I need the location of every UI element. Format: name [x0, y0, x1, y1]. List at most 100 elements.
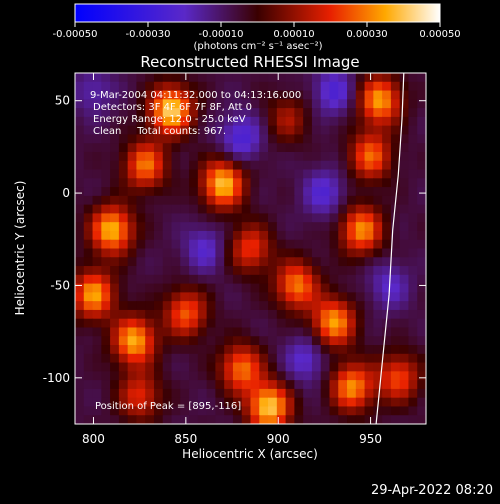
heatmap-cell [268, 274, 278, 285]
heatmap-cell [329, 283, 339, 293]
heatmap-cell [127, 116, 138, 127]
heatmap-cell [171, 125, 181, 136]
heatmap-cell [197, 230, 208, 241]
heatmap-cell [373, 116, 383, 127]
heatmap-cell [373, 327, 383, 337]
heatmap-cell [241, 406, 252, 416]
heatmap-cell [294, 204, 304, 215]
heatmap-cell [153, 257, 164, 267]
heatmap-cell [83, 257, 94, 267]
heatmap-cell [320, 169, 331, 179]
heatmap-cell [276, 125, 287, 136]
heatmap-cell [303, 222, 313, 232]
heatmap-cell [276, 415, 287, 424]
heatmap-cell [259, 187, 269, 197]
heatmap-cell [101, 230, 111, 241]
heatmap-cell [127, 336, 138, 346]
heatmap-cell [347, 99, 357, 109]
heatmap-cell [197, 160, 208, 171]
heatmap-cell [92, 134, 102, 144]
heatmap-cell [180, 266, 190, 276]
heatmap-cell [417, 134, 426, 144]
heatmap-cell [136, 301, 146, 311]
heatmap-cell [399, 397, 410, 408]
heatmap-cell [417, 283, 426, 293]
heatmap-cell [320, 213, 331, 223]
heatmap-cell [276, 178, 287, 188]
heatmap-cell [355, 318, 366, 329]
heatmap-cell [75, 125, 85, 136]
heatmap-cell [390, 108, 401, 118]
heatmap-cell [118, 169, 129, 179]
heatmap-cell [206, 301, 217, 311]
heatmap-cell [83, 73, 94, 83]
heatmap-cell [250, 222, 260, 232]
heatmap-cell [75, 309, 85, 320]
heatmap-cell [355, 108, 366, 118]
heatmap-cell [338, 362, 348, 372]
heatmap-cell [189, 222, 199, 232]
heatmap-cell [303, 204, 313, 215]
heatmap-cell [162, 125, 173, 136]
heatmap-cell [338, 388, 348, 399]
heatmap-cell [329, 90, 339, 100]
heatmap-cell [241, 388, 252, 399]
heatmap-cell [303, 415, 313, 424]
heatmap-cell [197, 388, 208, 399]
heatmap-cell [338, 230, 348, 241]
heatmap-cell [259, 292, 269, 302]
heatmap-cell [206, 309, 217, 320]
heatmap-cell [92, 406, 102, 416]
heatmap-cell [259, 204, 269, 215]
heatmap-cell [215, 248, 225, 258]
heatmap-cell [338, 187, 348, 197]
heatmap-cell [145, 266, 155, 276]
heatmap-cell [206, 230, 217, 241]
heatmap-cell [259, 362, 269, 372]
heatmap-cell [118, 81, 129, 92]
heatmap-cell [294, 222, 304, 232]
heatmap-cell [206, 371, 217, 381]
heatmap-cell [250, 415, 260, 424]
heatmap-cell [390, 301, 401, 311]
heatmap-cell [232, 134, 243, 144]
heatmap-cell [285, 292, 295, 302]
heatmap-cell [294, 187, 304, 197]
heatmap-cell [92, 274, 102, 285]
heatmap-cell [206, 283, 217, 293]
heatmap-cell [224, 151, 234, 162]
heatmap-cell [329, 151, 339, 162]
heatmap-cell [118, 415, 129, 424]
heatmap-cell [171, 151, 181, 162]
heatmap-cell [355, 362, 366, 372]
heatmap-cell [180, 318, 190, 329]
heatmap-cell [417, 125, 426, 136]
heatmap-cell [382, 99, 392, 109]
heatmap-cell [390, 257, 401, 267]
heatmap-cell [171, 143, 181, 153]
heatmap-cell [268, 230, 278, 241]
heatmap-cell [320, 108, 331, 118]
heatmap-cell [338, 99, 348, 109]
heatmap-cell [399, 406, 410, 416]
footer-timestamp: 29-Apr-2022 08:20 [371, 483, 493, 498]
heatmap-cell [224, 345, 234, 355]
heatmap-cell [197, 143, 208, 153]
heatmap-cell [373, 125, 383, 136]
heatmap-cell [382, 81, 392, 92]
heatmap-cell [303, 169, 313, 179]
heatmap-cell [206, 292, 217, 302]
heatmap-cell [127, 371, 138, 381]
heatmap-cell [408, 301, 418, 311]
heatmap-cell [276, 274, 287, 285]
heatmap-cell [75, 178, 85, 188]
heatmap-cell [206, 151, 217, 162]
heatmap-cell [408, 327, 418, 337]
heatmap-cell [303, 257, 313, 267]
heatmap-cell [153, 195, 164, 206]
heatmap-cell [399, 222, 410, 232]
heatmap-cell [408, 345, 418, 355]
heatmap-cell [399, 327, 410, 337]
heatmap-cell [294, 230, 304, 241]
heatmap-cell [83, 388, 94, 399]
